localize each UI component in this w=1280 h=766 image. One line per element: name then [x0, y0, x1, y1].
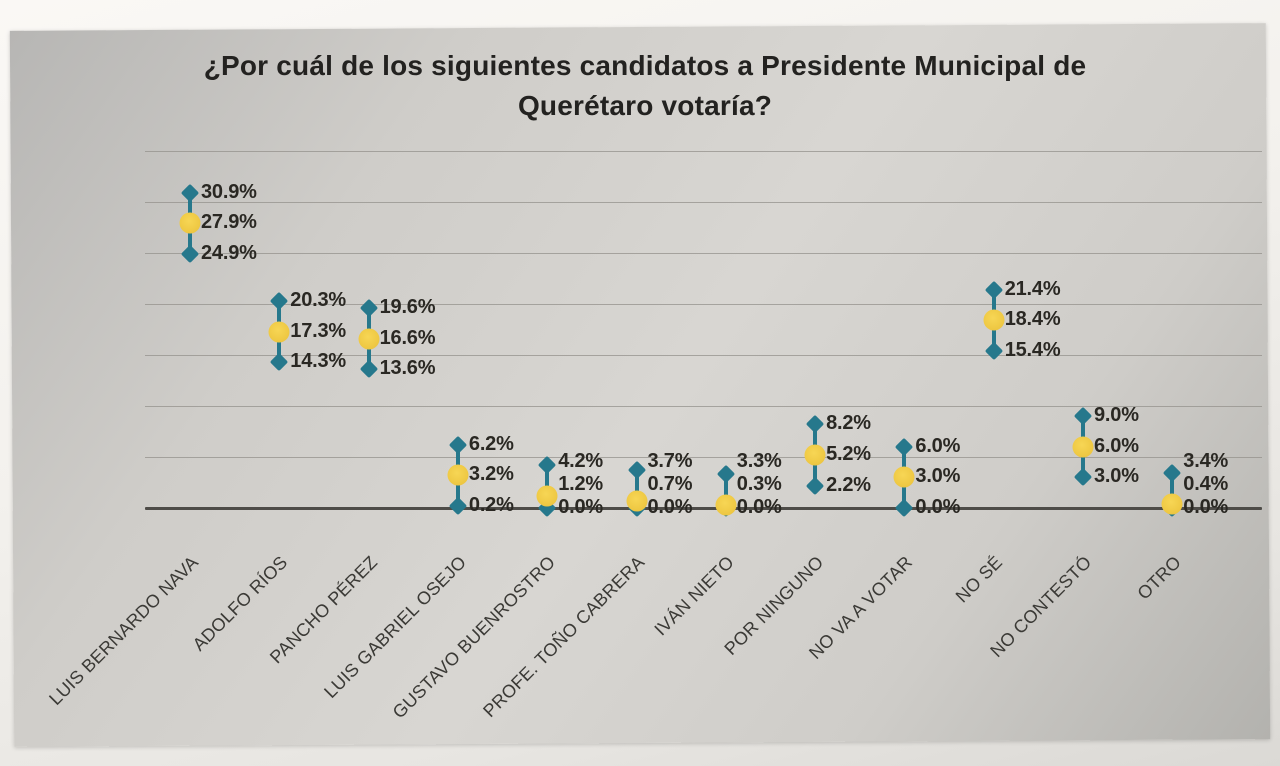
upper-bound-marker — [627, 461, 646, 480]
lower-bound-marker — [1073, 468, 1093, 487]
value-label-lower: 3.0% — [1094, 465, 1139, 488]
lower-bound-marker — [448, 496, 468, 516]
upper-bound-marker — [984, 280, 1003, 299]
upper-bound-marker — [537, 455, 557, 475]
value-label-upper: 8.2% — [826, 412, 871, 435]
estimate-marker — [536, 485, 558, 507]
gridline-30pct — [145, 201, 1262, 203]
value-label-upper: 3.4% — [1183, 450, 1229, 473]
gridline-5pct — [145, 456, 1262, 458]
estimate-marker — [1072, 436, 1094, 458]
category-label: PROFE. TOÑO CABRERA — [479, 552, 649, 722]
upper-bound-marker — [895, 437, 914, 456]
estimate-marker — [893, 466, 915, 488]
upper-bound-marker — [448, 435, 468, 454]
category-label: NO SÉ — [951, 552, 1006, 607]
category-label: GUSTAVO BUENROSTRO — [388, 552, 560, 723]
value-label-upper: 3.3% — [736, 450, 782, 473]
value-label-upper: 21.4% — [1004, 277, 1061, 300]
value-label-estimate: 0.3% — [736, 473, 782, 496]
lower-bound-marker — [359, 360, 378, 379]
value-label-upper: 6.0% — [915, 434, 961, 457]
interval-line — [634, 470, 639, 508]
value-label-upper: 3.7% — [647, 450, 693, 473]
estimate-marker — [804, 444, 826, 466]
value-label-lower: 0.0% — [1183, 496, 1229, 519]
category-label: IVÁN NIETO — [650, 552, 738, 640]
lower-bound-marker — [180, 244, 200, 264]
estimate-marker — [983, 309, 1005, 331]
estimate-marker — [715, 494, 737, 516]
gridline-25pct — [145, 252, 1262, 254]
value-label-upper: 20.3% — [290, 288, 347, 311]
value-label-lower: 0.0% — [647, 496, 693, 519]
upper-bound-marker — [270, 291, 289, 311]
x-axis-line — [145, 507, 1262, 510]
value-label-upper: 9.0% — [1094, 404, 1139, 427]
value-label-upper: 30.9% — [201, 180, 257, 203]
value-label-lower: 15.4% — [1004, 338, 1061, 361]
gridline-15pct — [145, 354, 1262, 356]
upper-bound-marker — [805, 415, 825, 434]
value-label-estimate: 1.2% — [558, 473, 603, 496]
value-label-upper: 4.2% — [558, 450, 603, 473]
interval-line — [1170, 473, 1175, 508]
value-label-lower: 13.6% — [379, 357, 436, 380]
value-label-estimate: 3.2% — [468, 463, 514, 486]
category-label: OTRO — [1132, 552, 1185, 604]
value-label-estimate: 16.6% — [379, 326, 436, 349]
value-label-estimate: 18.4% — [1004, 308, 1061, 331]
value-label-estimate: 0.4% — [1183, 473, 1229, 496]
value-label-estimate: 6.0% — [1094, 434, 1139, 457]
value-label-lower: 0.0% — [558, 496, 603, 519]
estimate-marker — [268, 321, 290, 343]
value-label-lower: 0.0% — [736, 496, 782, 519]
gridline-35pct — [145, 150, 1262, 152]
value-label-upper: 19.6% — [379, 296, 436, 319]
value-label-estimate: 27.9% — [201, 211, 257, 234]
value-label-lower: 0.0% — [915, 496, 961, 519]
value-label-lower: 0.2% — [468, 493, 514, 516]
category-label: LUIS BERNARDO NAVA — [45, 552, 203, 709]
lower-bound-marker — [270, 352, 289, 372]
value-label-upper: 6.2% — [468, 432, 514, 455]
upper-bound-marker — [359, 298, 378, 318]
lower-bound-marker — [984, 341, 1003, 361]
gridline-10pct — [145, 405, 1262, 407]
value-label-estimate: 3.0% — [915, 465, 961, 488]
upper-bound-marker — [1163, 464, 1182, 483]
chart-title: ¿Por cuál de los siguientes candidatos a… — [203, 50, 1087, 121]
estimate-marker — [1161, 493, 1183, 515]
estimate-marker — [626, 490, 647, 512]
upper-bound-marker — [1073, 406, 1093, 426]
value-label-lower: 14.3% — [290, 350, 347, 373]
estimate-marker — [447, 464, 469, 486]
category-label: ADOLFO RÍOS — [188, 552, 292, 655]
value-label-estimate: 5.2% — [826, 442, 871, 465]
estimate-marker — [179, 212, 201, 234]
estimate-marker — [358, 328, 380, 350]
value-label-estimate: 17.3% — [290, 319, 347, 342]
lower-bound-marker — [805, 476, 825, 495]
upper-bound-marker — [716, 465, 735, 484]
interval-line — [723, 474, 728, 508]
upper-bound-marker — [180, 183, 200, 203]
lower-bound-marker — [895, 498, 914, 518]
value-label-lower: 24.9% — [201, 242, 257, 265]
value-label-lower: 2.2% — [826, 473, 871, 496]
value-label-estimate: 0.7% — [647, 473, 693, 496]
gridline-20pct — [145, 303, 1262, 305]
